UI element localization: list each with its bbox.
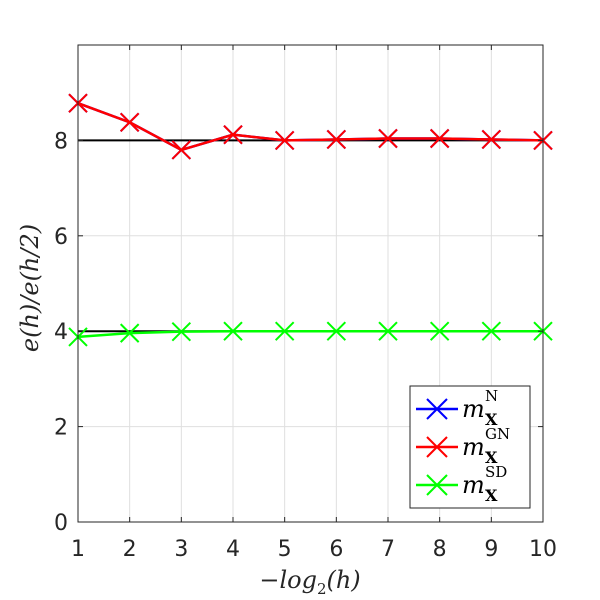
legend-label: m (462, 395, 485, 423)
y-tick-label: 6 (54, 225, 68, 250)
marker-stroke (274, 321, 295, 341)
data-point (481, 321, 502, 341)
marker-stroke (119, 112, 140, 132)
legend-entry-n: m NX (416, 387, 498, 429)
legend-entry-gn: m GN X (416, 425, 510, 467)
y-tick-label: 8 (54, 129, 68, 154)
x-tick-label: 7 (381, 537, 395, 562)
legend-superscript: GN (485, 425, 510, 443)
legend-superscript: SD (485, 463, 507, 481)
marker-stroke (429, 321, 450, 341)
data-point (378, 128, 398, 149)
data-point (378, 321, 398, 341)
x-tick-label: 6 (329, 537, 343, 562)
x-tick-label: 8 (433, 537, 447, 562)
series-sd (68, 321, 553, 347)
data-point (223, 321, 243, 341)
marker-stroke (481, 321, 502, 341)
data-point (429, 128, 450, 149)
data-point (326, 129, 347, 150)
x-tick-label: 1 (71, 537, 85, 562)
data-point (481, 129, 502, 150)
x-tick-label: 3 (174, 537, 188, 562)
marker-stroke (119, 323, 140, 343)
marker-stroke (171, 140, 192, 160)
data-point (326, 321, 347, 341)
marker-stroke (378, 321, 398, 341)
marker-stroke (378, 128, 398, 149)
ticks: 1 2 3 4 5 6 7 8 9 10 0 2 4 6 8 (54, 44, 557, 562)
data-point (119, 323, 140, 343)
data-point (429, 321, 450, 341)
data-point (171, 321, 192, 342)
data-point (274, 321, 295, 341)
legend-label: m (462, 471, 485, 499)
x-tick-label: 2 (123, 537, 137, 562)
legend-superscript: N (485, 387, 498, 405)
legend-subscript: X (485, 410, 498, 429)
plot-frame (77, 44, 544, 523)
legend-box (409, 385, 531, 509)
x-tick-label: 4 (226, 537, 240, 562)
series-line (77, 329, 543, 339)
marker-stroke (274, 130, 295, 151)
legend-entry-sd: m SD X (416, 463, 507, 505)
x-axis-label: −log2(h) (259, 566, 360, 598)
marker-stroke (481, 129, 502, 150)
series-line (77, 102, 544, 152)
data-point (223, 124, 243, 145)
marker-stroke (171, 321, 192, 342)
marker-stroke (429, 128, 450, 149)
legend-subscript: X (485, 486, 498, 505)
series-n (68, 93, 553, 160)
y-tick-label: 0 (54, 511, 68, 536)
marker-stroke (426, 398, 448, 420)
x-tick-label: 10 (529, 537, 557, 562)
x-tick-label: 9 (484, 537, 498, 562)
series-gn (68, 93, 553, 160)
data-point (171, 140, 192, 160)
marker-stroke (426, 436, 448, 458)
series-layer (68, 93, 553, 347)
legend-label: m (462, 433, 485, 461)
series-line (77, 102, 544, 152)
marker-stroke (223, 124, 243, 145)
legend-subscript: X (485, 448, 498, 467)
marker-stroke (326, 321, 347, 341)
marker-stroke (326, 129, 347, 150)
data-point (119, 112, 140, 132)
x-tick-label: 5 (278, 537, 292, 562)
data-point (274, 130, 295, 151)
y-tick-label: 4 (54, 320, 68, 345)
y-tick-label: 2 (54, 416, 68, 441)
marker-stroke (426, 474, 448, 496)
y-axis-label: e(h)/e(h/2) (16, 224, 44, 352)
marker-stroke (223, 321, 243, 341)
